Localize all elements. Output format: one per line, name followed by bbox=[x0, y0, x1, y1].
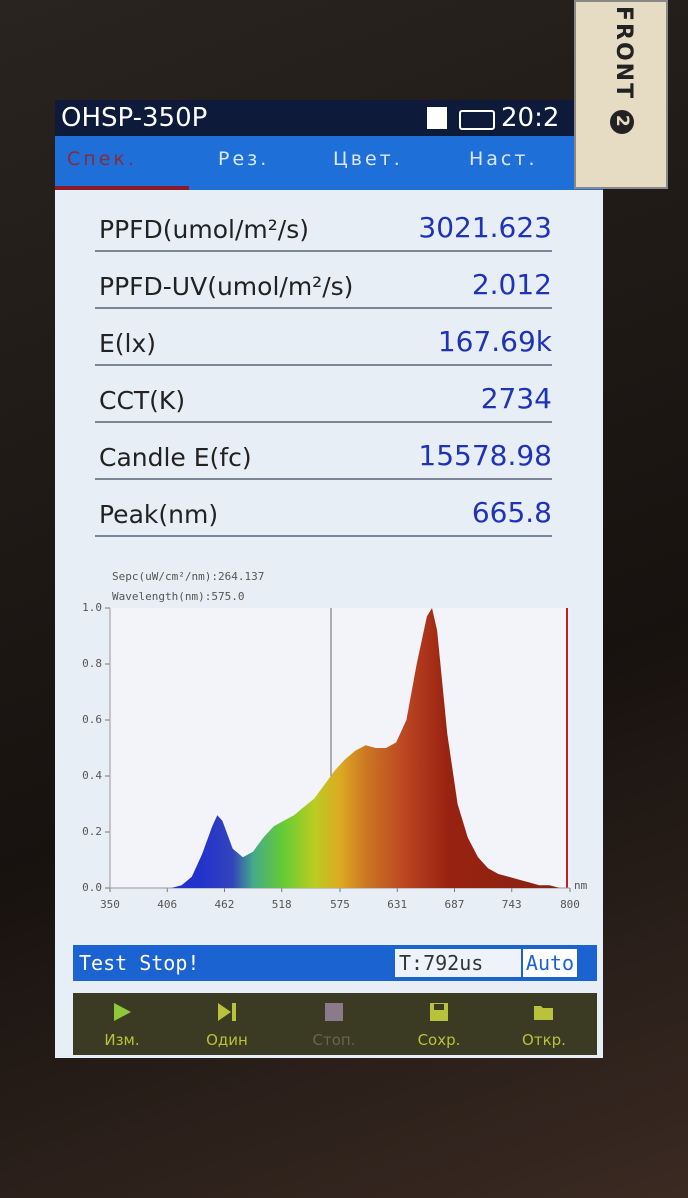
measurement-label: PPFD(umol/m²/s) bbox=[99, 215, 309, 244]
toolbar-button[interactable]: Откр. bbox=[522, 1031, 566, 1049]
measurement-label: E(lx) bbox=[99, 329, 157, 358]
battery-icon bbox=[459, 110, 495, 130]
tab[interactable]: Спек. bbox=[67, 148, 137, 170]
measurement-value: 167.69k bbox=[437, 325, 552, 358]
x-tick-label: 687 bbox=[445, 898, 465, 911]
tab[interactable]: Цвет. bbox=[333, 148, 403, 170]
x-tick-label: 743 bbox=[502, 898, 522, 911]
toolbar-button[interactable]: Стоп. bbox=[312, 1031, 356, 1049]
mode[interactable]: Auto bbox=[523, 949, 577, 977]
measurement-value: 2734 bbox=[480, 382, 552, 415]
spectrum-chart: Sepc(uW/cm²/nm):264.137 Wavelength(nm):57… bbox=[82, 570, 588, 911]
annotation: Sepc(uW/cm²/nm):264.137 bbox=[112, 570, 264, 583]
x-tick-label: 350 bbox=[100, 898, 120, 911]
sticker-number: 2 bbox=[610, 109, 634, 134]
measurement-value: 2.012 bbox=[471, 268, 552, 301]
y-tick-label: 0.4 bbox=[82, 769, 102, 782]
header: OHSP-350P 20:2 bbox=[55, 100, 603, 136]
y-tick-label: 0.8 bbox=[82, 657, 102, 670]
measurement-label: PPFD-UV(umol/m²/s) bbox=[99, 272, 354, 301]
y-tick-label: 0.6 bbox=[82, 713, 102, 726]
save-icon bbox=[430, 1003, 448, 1021]
y-tick-label: 0.0 bbox=[82, 881, 102, 894]
measurement-row: PPFD(umol/m²/s) 3021.623 bbox=[95, 200, 552, 252]
status-bar: Test Stop! T:792us Auto bbox=[73, 945, 597, 981]
sticker-text: FRONT bbox=[611, 6, 636, 101]
exposure[interactable]: T:792us bbox=[395, 949, 521, 977]
measurement-label: CCT(K) bbox=[99, 386, 186, 415]
measurement-value: 15578.98 bbox=[418, 439, 552, 472]
sticker: FRONT 2 bbox=[574, 0, 668, 189]
toolbar-button[interactable]: Изм. bbox=[104, 1031, 140, 1049]
measurement-row: CCT(K) 2734 bbox=[95, 371, 552, 423]
sticker-label: FRONT 2 bbox=[610, 6, 636, 134]
tab[interactable]: Наст. bbox=[469, 148, 538, 170]
tab-indicator bbox=[55, 186, 189, 190]
toolbar-button[interactable]: Один bbox=[206, 1031, 248, 1049]
tab-bar: Спек. Рез. Цвет. Наст. bbox=[55, 136, 603, 190]
time: 20:2 bbox=[501, 103, 560, 133]
spectrum-area bbox=[110, 608, 570, 888]
play-icon bbox=[114, 1003, 131, 1021]
x-tick-label: 406 bbox=[157, 898, 177, 911]
x-tick-label: 575 bbox=[330, 898, 350, 911]
y-tick-label: 0.2 bbox=[82, 825, 102, 838]
device-screen: OHSP-350P 20:2 Спек. Рез. Цвет. Наст. PP… bbox=[55, 100, 603, 1058]
status-message: Test Stop! bbox=[79, 951, 200, 975]
measurement-row: E(lx) 167.69k bbox=[95, 314, 552, 366]
measurement-label: Candle E(fc) bbox=[99, 443, 252, 472]
measurement-value: 3021.623 bbox=[418, 211, 552, 244]
x-tick-label: 462 bbox=[215, 898, 235, 911]
toolbar-button[interactable]: Сохр. bbox=[417, 1031, 461, 1049]
stop-icon bbox=[325, 1003, 343, 1021]
model: OHSP-350P bbox=[61, 103, 208, 133]
annotation: Wavelength(nm):575.0 bbox=[112, 590, 244, 603]
x-tick-label: 800 bbox=[560, 898, 580, 911]
y-tick-label: 1.0 bbox=[82, 601, 102, 614]
toolbar: Изм. Один Стоп. Сохр. Откр. bbox=[73, 993, 597, 1055]
x-tick-label: 631 bbox=[387, 898, 407, 911]
measurement-row: PPFD-UV(umol/m²/s) 2.012 bbox=[95, 257, 552, 309]
x-axis-label: nm bbox=[574, 879, 588, 892]
open-icon bbox=[534, 1006, 553, 1020]
measurement-label: Peak(nm) bbox=[99, 500, 219, 529]
measurement-row: Candle E(fc) 15578.98 bbox=[95, 428, 552, 480]
step-icon bbox=[218, 1003, 236, 1021]
tab[interactable]: Рез. bbox=[218, 148, 270, 170]
x-tick-label: 518 bbox=[272, 898, 292, 911]
measurement-value: 665.8 bbox=[471, 496, 552, 529]
measurement-row: Peak(nm) 665.8 bbox=[95, 485, 552, 537]
sd-icon bbox=[427, 107, 447, 129]
